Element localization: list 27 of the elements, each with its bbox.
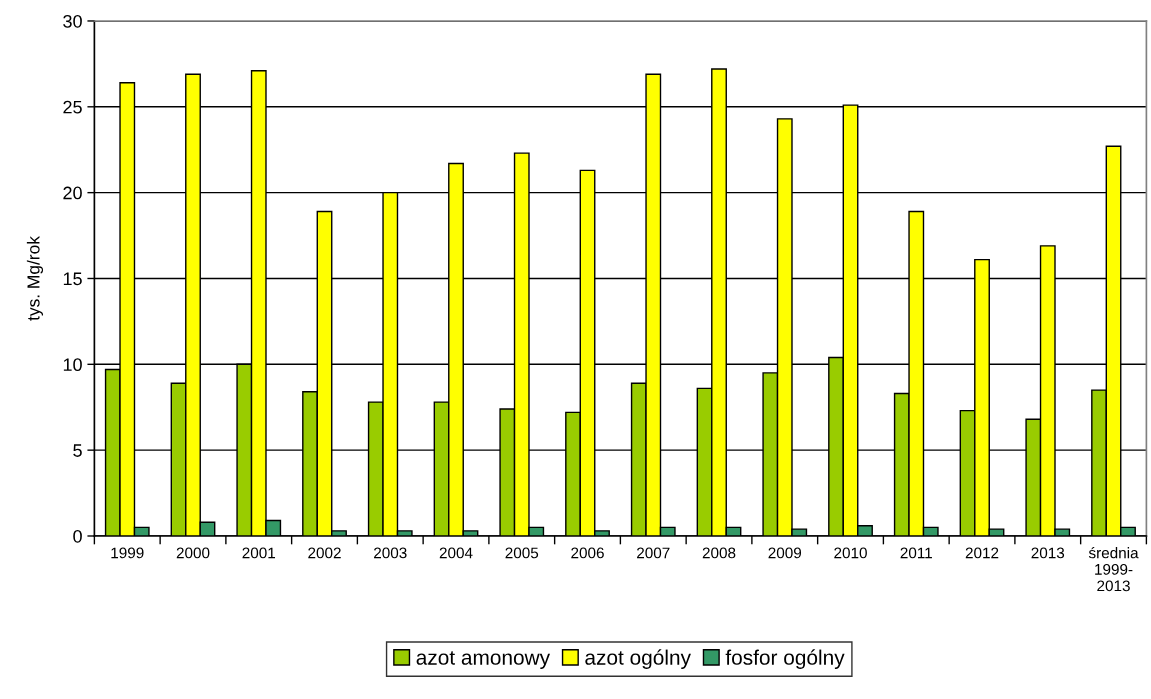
y-tick-label: 15 [63, 272, 82, 286]
x-tick-label: 2002 [308, 547, 341, 559]
y-tick-label: 10 [63, 358, 82, 372]
x-tick-label: 2008 [702, 547, 736, 559]
legend-label: fosfor ogólny [725, 649, 845, 669]
x-tick-label: 2005 [505, 547, 539, 559]
legend-label: azot amonowy [416, 651, 551, 669]
x-tick-label: 2004 [439, 547, 473, 559]
y-tick-label: 30 [63, 14, 82, 28]
y-tick-label: 5 [73, 444, 82, 457]
x-tick-label: 2012 [965, 547, 999, 559]
x-tick-label: 2009 [768, 547, 802, 559]
legend-label: azot ogólny [585, 649, 691, 669]
x-tick-label: 2013 [1031, 547, 1065, 559]
y-tick-label: 20 [63, 186, 82, 200]
x-tick-label: 2006 [571, 547, 604, 559]
y-axis-title: tys. Mg/rok [26, 236, 44, 321]
x-tick-label: średnia 1999- 2013 [1088, 546, 1139, 592]
x-tick-label: 2011 [900, 547, 932, 559]
y-tick-label: 25 [63, 100, 82, 114]
x-tick-label: 2003 [374, 547, 407, 559]
x-tick-label: 1999 [111, 547, 144, 559]
x-tick-label: 2010 [834, 547, 867, 559]
x-tick-label: 2001 [242, 547, 276, 559]
y-tick-label: 0 [73, 529, 82, 543]
x-tick-label: 2007 [637, 547, 670, 559]
x-tick-label: 2000 [176, 547, 210, 559]
